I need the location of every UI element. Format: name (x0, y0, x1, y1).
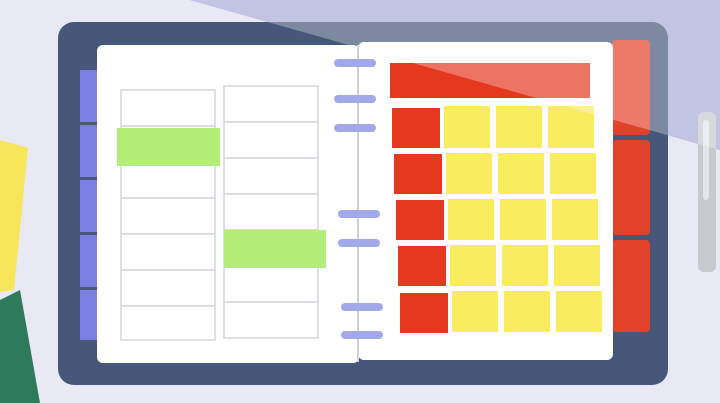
cell (223, 157, 319, 195)
cell (120, 305, 216, 341)
tab (612, 40, 650, 135)
yellow-cells (444, 106, 602, 332)
cell (548, 106, 594, 148)
cell (400, 293, 448, 333)
cell (452, 291, 498, 332)
header-bar (390, 63, 590, 98)
tab (80, 235, 102, 287)
ring (334, 95, 376, 103)
highlight (224, 230, 326, 268)
cell (394, 154, 442, 194)
cell (120, 89, 216, 127)
tab (612, 140, 650, 235)
cell (223, 121, 319, 159)
ring (341, 303, 383, 311)
cell (500, 199, 546, 240)
cell (552, 199, 598, 240)
highlight (117, 128, 220, 166)
cell (392, 108, 440, 148)
cell (120, 161, 216, 199)
tab (80, 180, 102, 232)
cell (450, 245, 496, 286)
ring (334, 124, 376, 132)
tab (80, 70, 102, 122)
tab (80, 290, 102, 340)
cell (556, 291, 602, 332)
right-tabs (612, 40, 650, 332)
tab (80, 125, 102, 177)
cell (504, 291, 550, 332)
cell (120, 233, 216, 271)
red-column (392, 108, 448, 333)
cell (550, 153, 596, 194)
ring (338, 239, 380, 247)
green-desk-corner (0, 290, 40, 403)
ring (341, 331, 383, 339)
pen-highlight (703, 120, 709, 200)
cell (120, 197, 216, 235)
tab (612, 240, 650, 332)
binder-rings (334, 59, 383, 339)
sticky-note (0, 140, 28, 292)
cell (120, 269, 216, 307)
cell (223, 265, 319, 303)
ring (338, 210, 380, 218)
cell (496, 106, 542, 148)
cell (498, 153, 544, 194)
light-overlay (190, 0, 720, 150)
ring (334, 59, 376, 67)
cell (396, 200, 444, 240)
cell (502, 245, 548, 286)
left-grid (117, 85, 326, 341)
cell (446, 153, 492, 194)
cell (554, 245, 600, 286)
right-grid (390, 63, 602, 333)
cell (223, 193, 319, 231)
cell (398, 246, 446, 286)
left-tabs (80, 70, 102, 340)
cell (223, 85, 319, 123)
cell (448, 199, 494, 240)
cell (444, 106, 490, 148)
cell (223, 301, 319, 339)
